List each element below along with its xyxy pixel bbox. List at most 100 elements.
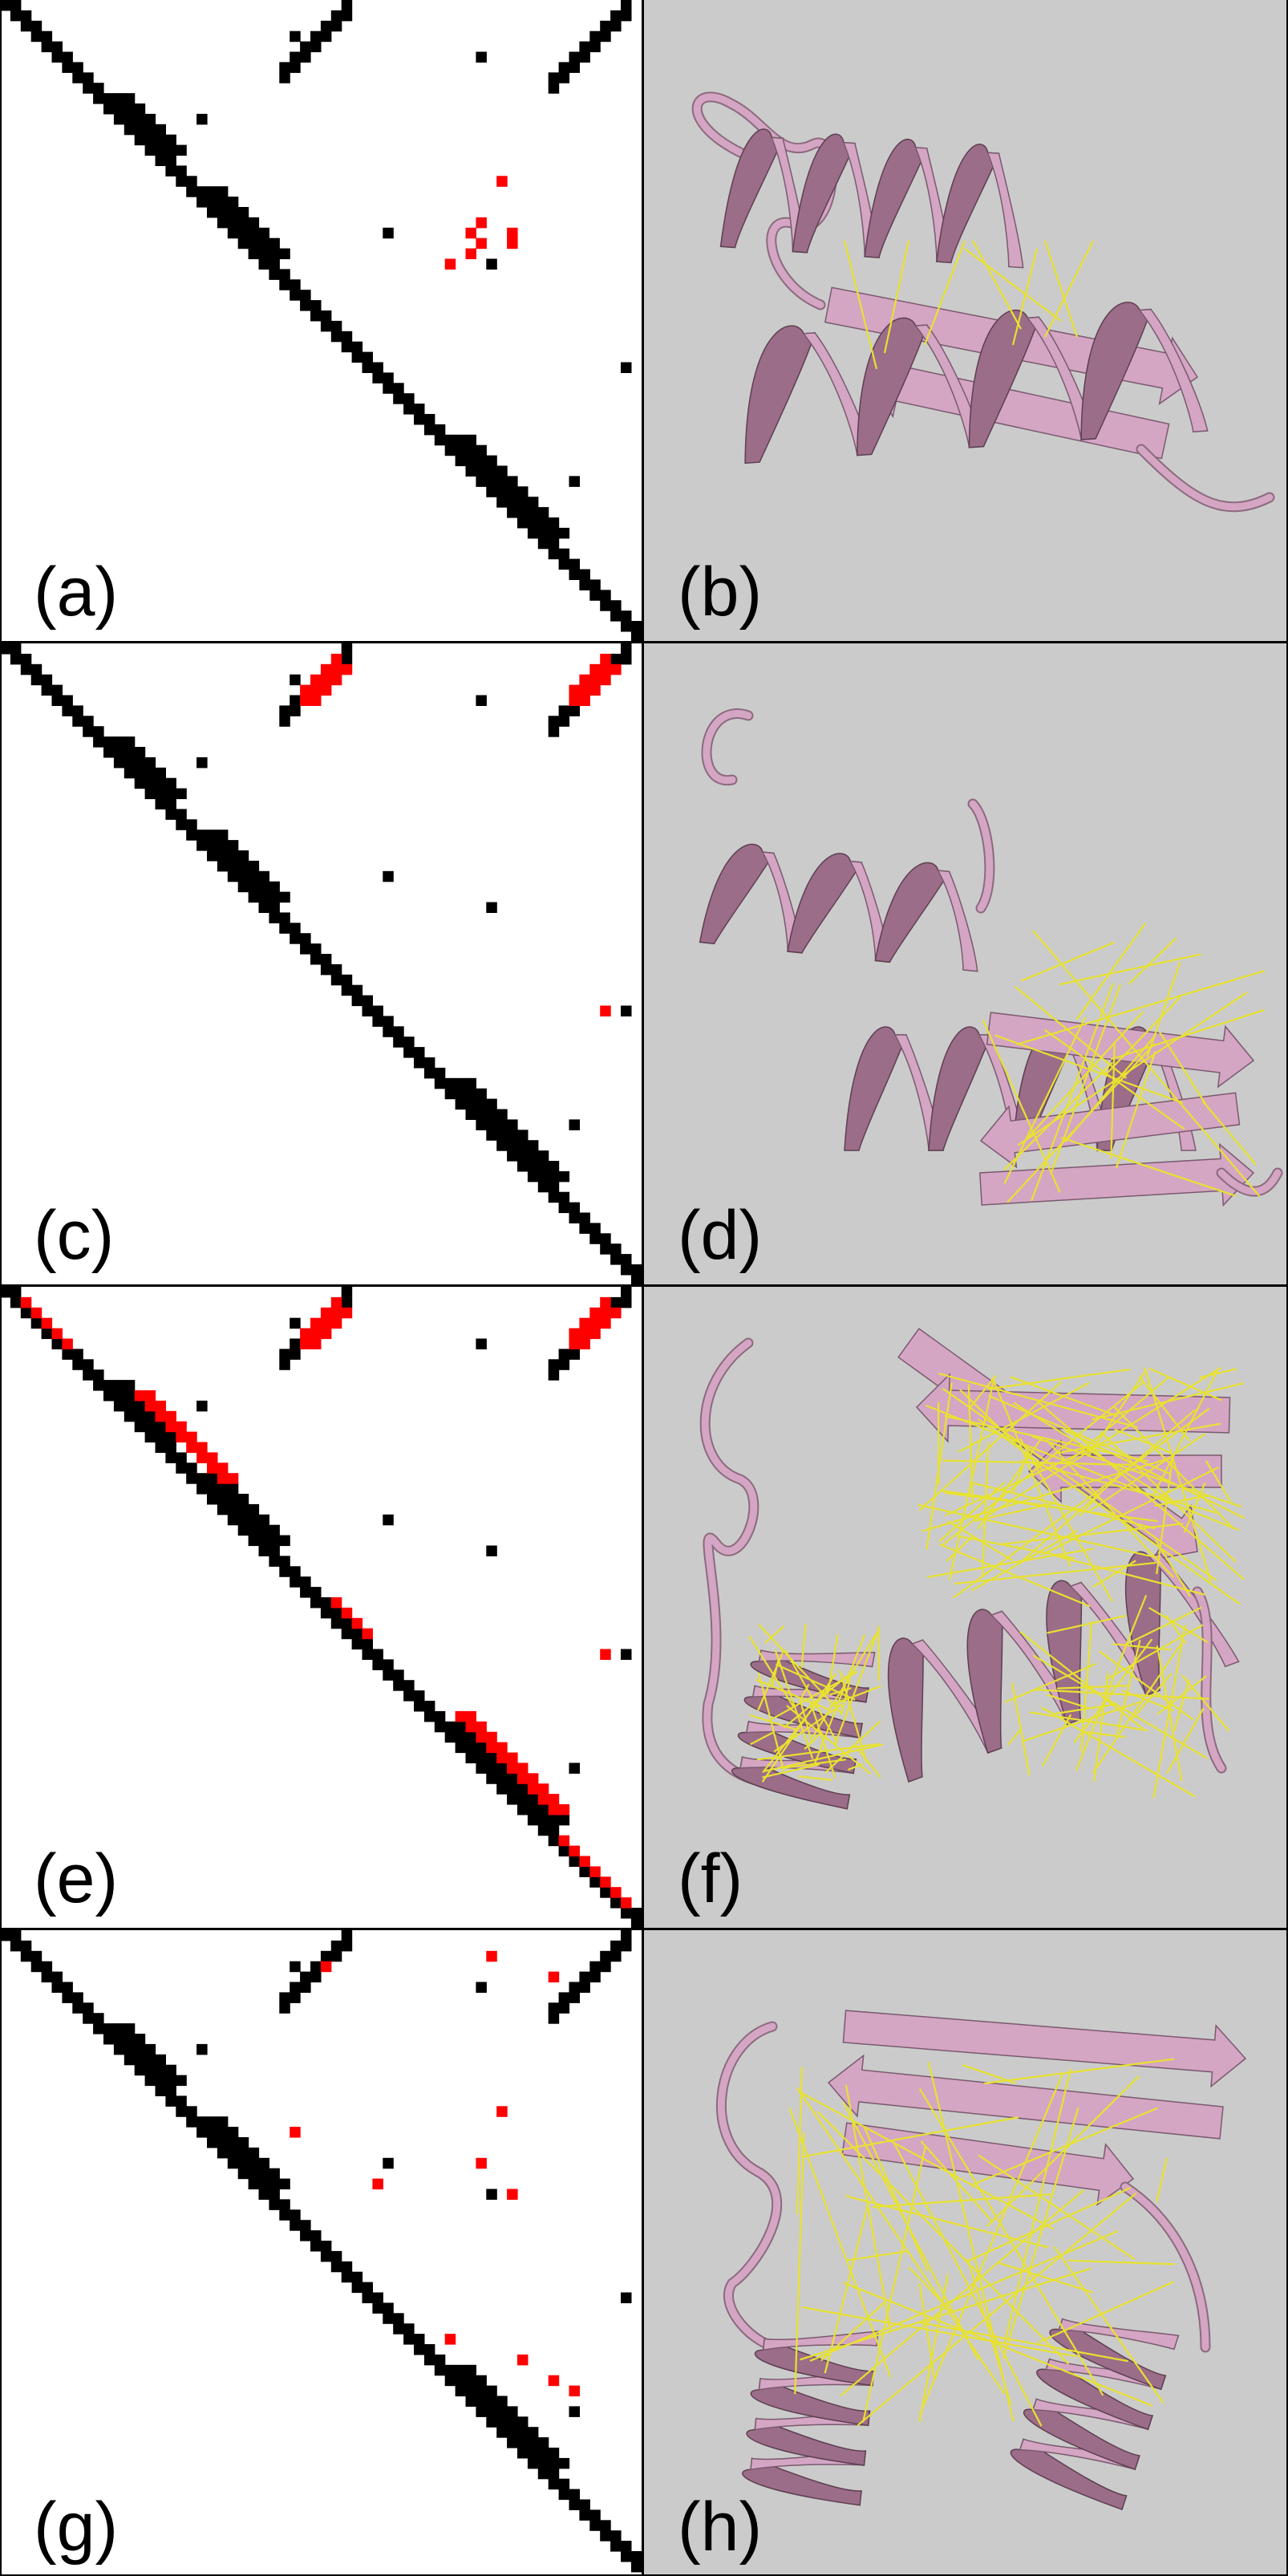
contact-cell [589, 2509, 601, 2521]
contact-cell [269, 2189, 280, 2200]
contact-cell [207, 207, 218, 218]
contact-line [1075, 923, 1147, 1020]
contact-cell [124, 767, 136, 779]
contact-line [982, 1020, 1061, 1193]
contact-cell [486, 1109, 497, 1120]
contact-line [1057, 1685, 1130, 1690]
contact-cell [310, 954, 322, 965]
contact-line [1015, 985, 1128, 1079]
contact-cell [372, 1659, 383, 1670]
highlight-cell [527, 1773, 539, 1784]
contact-cell [621, 0, 632, 11]
contact-cell [310, 2230, 322, 2241]
highlight-cell [558, 1835, 570, 1847]
contact-cell [41, 1971, 53, 1983]
contact-cell [0, 1930, 11, 1941]
contact-line [1183, 1482, 1206, 1533]
contact-cell [486, 1752, 497, 1763]
contact-cell [144, 144, 156, 156]
highlight-cell [310, 1328, 322, 1340]
contact-cell [134, 747, 146, 758]
contact-cell [558, 72, 570, 83]
contact-cell [496, 1773, 508, 1784]
contact-cell [423, 1067, 435, 1079]
contact-line [1115, 1051, 1156, 1169]
contact-cell [207, 197, 218, 208]
highlight-cell [207, 1452, 218, 1463]
contact-cell [290, 30, 301, 43]
contact-cell [134, 2034, 146, 2045]
contact-cell [548, 1835, 560, 1847]
contact-cell [290, 1992, 301, 2003]
contact-cell [207, 2137, 218, 2148]
contact-cell [248, 237, 260, 249]
contact-cell [237, 870, 249, 882]
contact-line [953, 1407, 1210, 1599]
contact-cell [527, 527, 539, 539]
contact-cell [258, 227, 269, 239]
contact-cell [393, 1669, 404, 1681]
contact-cell [548, 2448, 560, 2459]
contact-cell [155, 2064, 166, 2076]
highlight-cell [507, 2189, 518, 2200]
contact-cell [248, 2157, 260, 2169]
contact-cell [444, 434, 456, 446]
contact-cell [403, 393, 415, 404]
contact-cell [258, 2168, 269, 2180]
contact-cell [144, 134, 156, 146]
highlight-cell [486, 1731, 497, 1743]
contact-cell [341, 1628, 353, 1640]
contact-cell [341, 1287, 353, 1298]
contact-cell [507, 1794, 518, 1805]
contact-line [748, 1635, 795, 1707]
contact-cell [310, 41, 322, 53]
contact-cell [20, 1950, 32, 1962]
contact-cell [176, 788, 187, 800]
contact-cell [527, 2457, 539, 2469]
contact-cell [476, 1742, 487, 1754]
highlight-cell [310, 1317, 322, 1329]
contact-line [918, 1381, 1062, 1511]
contact-cell [621, 1930, 632, 1941]
contact-cell [630, 621, 642, 632]
contact-cell [155, 124, 166, 136]
contact-cell [155, 155, 166, 166]
contact-cell [548, 2478, 560, 2490]
contact-cell [113, 2023, 125, 2034]
highlight-cell [176, 1421, 187, 1433]
highlight-cell [579, 1856, 590, 1867]
highlight-cell [486, 1742, 497, 1754]
contact-cell [310, 310, 322, 322]
contact-cell [237, 1503, 249, 1515]
contact-cell [372, 372, 383, 383]
highlight-cell [320, 1328, 332, 1340]
contact-cell [610, 600, 622, 611]
contact-cell [30, 1317, 43, 1329]
contact-cell [621, 653, 632, 665]
contact-line [883, 240, 910, 354]
contact-cell [330, 2261, 342, 2273]
contact-cell [496, 1140, 508, 1151]
contact-cell [341, 984, 353, 996]
contact-cell [527, 1804, 539, 1815]
contact-line [972, 240, 1022, 330]
contact-line [762, 1763, 820, 1779]
contact-line [796, 2067, 804, 2215]
contact-cell [423, 1057, 435, 1069]
contact-cell [455, 1742, 467, 1754]
contact-cell [579, 1866, 590, 1877]
contact-map-panel-c: (c) [0, 643, 642, 1284]
contact-cell [330, 974, 342, 986]
coil-loop-highlight [703, 710, 752, 784]
contact-cell [537, 1814, 549, 1826]
contact-cell [290, 933, 301, 944]
contact-line [800, 1624, 807, 1669]
contact-cell [548, 1191, 560, 1203]
contact-cell [176, 2095, 187, 2107]
contact-cell [124, 2034, 136, 2045]
contact-cell [269, 237, 280, 249]
contact-cell [144, 2075, 156, 2087]
contact-cell [496, 1783, 508, 1795]
contact-cell [465, 2395, 476, 2407]
contact-cell [217, 207, 229, 218]
